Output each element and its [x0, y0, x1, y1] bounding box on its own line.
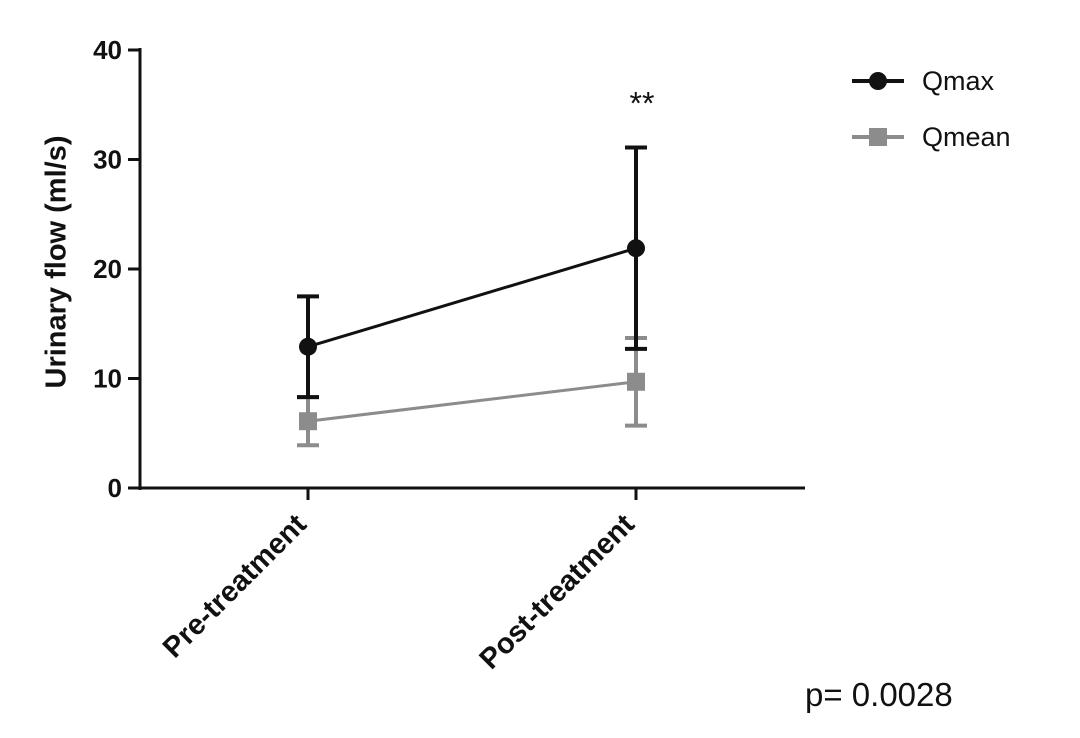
- point-qmean: [299, 412, 317, 431]
- series-line-qmean: [307, 380, 637, 423]
- legend-label-qmean: Qmean: [922, 121, 1011, 152]
- p-value: p= 0.0028: [805, 676, 953, 713]
- legend: Qmax Qmean: [850, 60, 1011, 172]
- legend-item-qmean: Qmean: [850, 116, 1011, 158]
- point-qmax: [627, 239, 645, 258]
- x-tick-label: Post-treatment: [474, 508, 642, 676]
- y-ticks: 0 10 20 30 40: [93, 35, 140, 503]
- y-tick-label: 40: [93, 35, 122, 65]
- y-tick-label: 0: [108, 473, 122, 503]
- axes: [138, 48, 805, 490]
- y-axis-label: Urinary flow (ml/s): [40, 135, 73, 389]
- legend-swatch-qmax: [850, 66, 906, 96]
- series-line-qmax: [307, 246, 637, 349]
- y-tick-label: 30: [93, 145, 122, 175]
- x-tick-label: Pre-treatment: [157, 508, 313, 664]
- x-ticks: Pre-treatment Post-treatment: [157, 488, 641, 676]
- significance-annotation: **: [629, 85, 655, 122]
- point-qmean: [627, 372, 645, 391]
- point-qmax: [299, 337, 317, 356]
- legend-label-qmax: Qmax: [922, 65, 995, 96]
- y-tick-label: 10: [93, 364, 122, 394]
- y-tick-label: 20: [93, 254, 122, 284]
- plot-area: [297, 145, 647, 448]
- legend-swatch-qmean: [850, 122, 906, 152]
- legend-item-qmax: Qmax: [850, 60, 1011, 102]
